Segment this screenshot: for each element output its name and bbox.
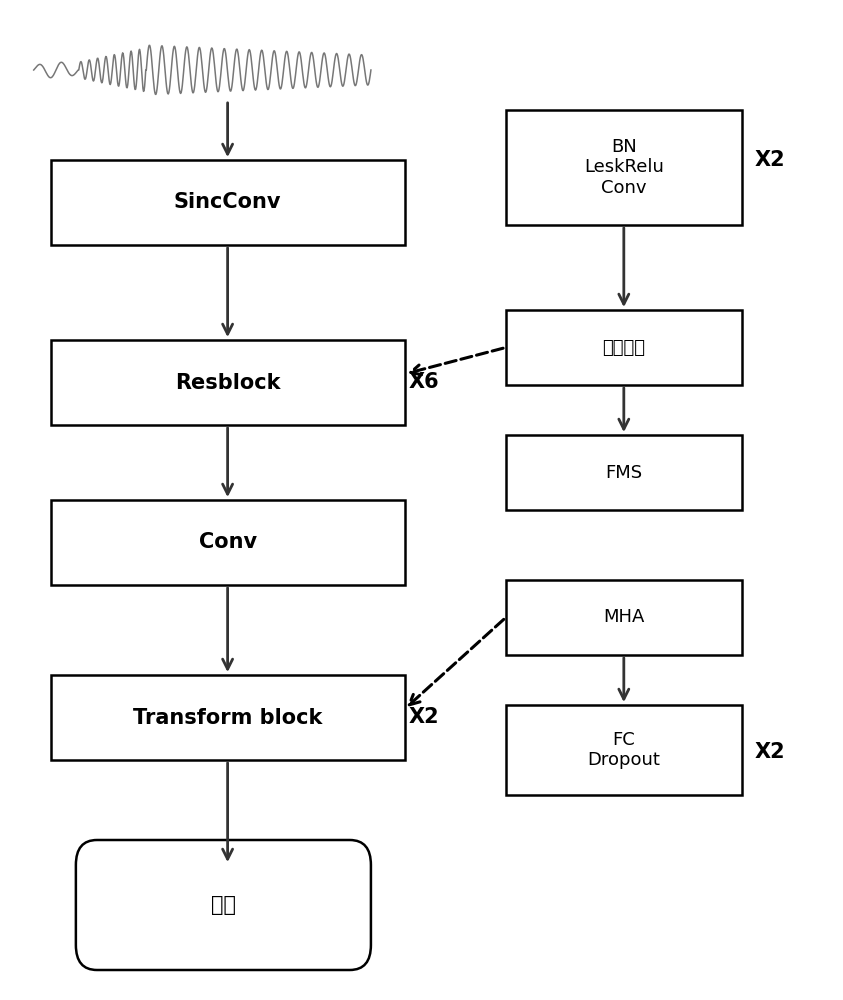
Text: BN
LeskRelu
Conv: BN LeskRelu Conv xyxy=(584,138,663,197)
Text: 最大池化: 最大池化 xyxy=(602,338,646,357)
FancyBboxPatch shape xyxy=(51,340,405,425)
Text: FMS: FMS xyxy=(605,464,642,482)
FancyBboxPatch shape xyxy=(506,110,742,225)
Text: 输出: 输出 xyxy=(211,895,236,915)
Text: SincConv: SincConv xyxy=(174,192,282,213)
Text: Conv: Conv xyxy=(199,532,256,552)
Text: FC
Dropout: FC Dropout xyxy=(588,731,660,769)
FancyBboxPatch shape xyxy=(506,580,742,655)
FancyBboxPatch shape xyxy=(51,500,405,585)
FancyBboxPatch shape xyxy=(76,840,371,970)
Text: X6: X6 xyxy=(409,372,439,392)
Text: X2: X2 xyxy=(754,150,785,170)
FancyBboxPatch shape xyxy=(506,435,742,510)
FancyBboxPatch shape xyxy=(51,675,405,760)
Text: Resblock: Resblock xyxy=(175,373,281,393)
Text: X2: X2 xyxy=(754,742,785,762)
FancyBboxPatch shape xyxy=(51,160,405,245)
FancyBboxPatch shape xyxy=(506,310,742,385)
FancyBboxPatch shape xyxy=(506,705,742,795)
Text: X2: X2 xyxy=(409,707,439,727)
Text: Transform block: Transform block xyxy=(133,708,322,728)
Text: MHA: MHA xyxy=(603,608,645,626)
